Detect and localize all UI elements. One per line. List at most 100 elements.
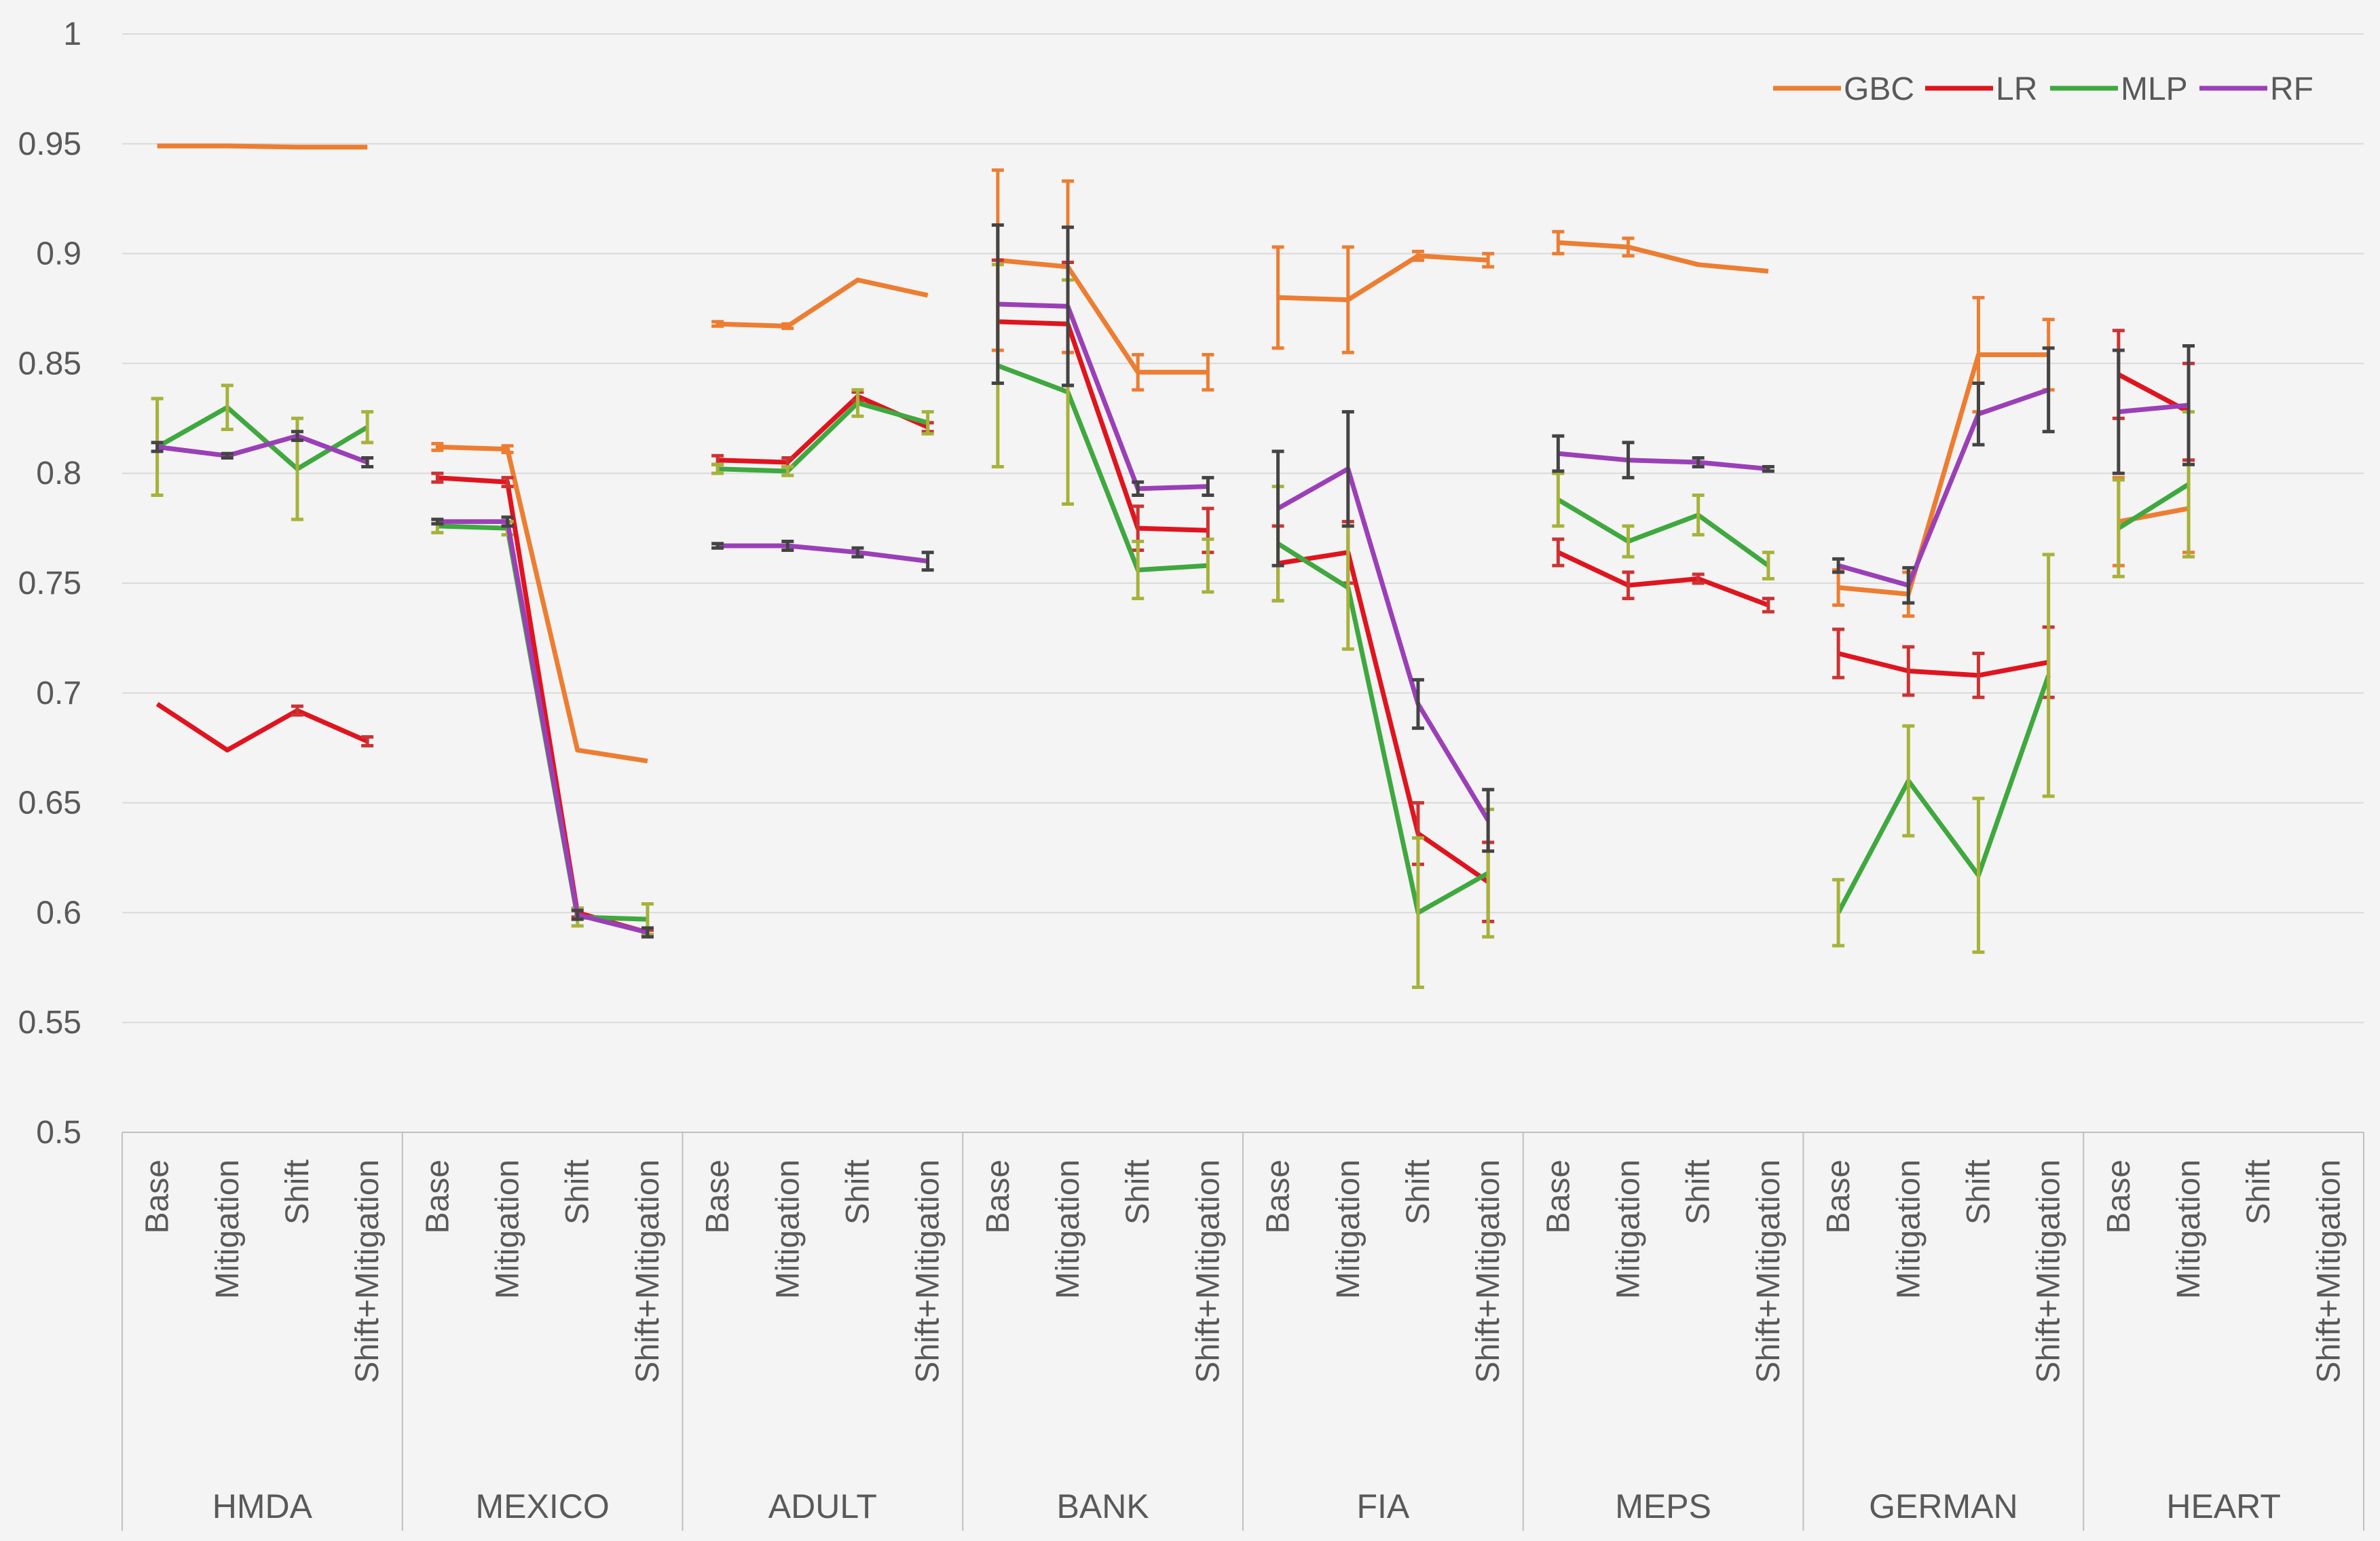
error-bar	[2112, 348, 2125, 475]
x-group-label: HMDA	[212, 1487, 313, 1525]
y-tick-label: 0.75	[18, 565, 81, 601]
error-bar	[1972, 796, 1985, 954]
series-line	[2118, 403, 2189, 415]
error-bar	[1341, 410, 1354, 528]
error-bar	[1832, 557, 1845, 574]
error-bar	[1202, 352, 1214, 392]
y-tick-label: 0.85	[18, 346, 81, 382]
error-bar	[1552, 471, 1565, 528]
legend-item: GBC	[1773, 71, 1914, 107]
series-line	[1838, 387, 2049, 588]
x-condition-label: Shift	[280, 1159, 316, 1225]
error-bar	[1271, 245, 1284, 350]
x-condition-label: Base	[2101, 1159, 2137, 1233]
x-condition-label: Shift+Mitigation	[1751, 1159, 1787, 1384]
x-condition-label: Base	[420, 1159, 455, 1233]
error-bar	[1832, 878, 1845, 948]
x-condition-label: Base	[140, 1159, 176, 1233]
series-line	[1557, 451, 1769, 472]
error-bar	[1692, 572, 1705, 585]
error-bar	[221, 451, 234, 460]
x-condition-label: Mitigation	[490, 1159, 526, 1299]
gridlines	[122, 33, 2364, 1133]
error-bar	[1622, 441, 1635, 480]
error-bar	[711, 320, 724, 328]
x-group-label: FIA	[1356, 1487, 1409, 1525]
series-gbc	[157, 143, 2195, 764]
error-bar	[1341, 245, 1354, 354]
y-tick-label: 0.5	[36, 1115, 81, 1151]
error-bar	[1411, 677, 1424, 730]
error-bar	[921, 410, 934, 436]
y-tick-label: 0.6	[36, 895, 81, 931]
error-bar	[361, 456, 374, 468]
y-tick-label: 0.65	[18, 785, 81, 821]
error-bar	[1482, 252, 1495, 269]
series-line	[1278, 253, 1489, 303]
series-line	[997, 319, 1208, 533]
x-condition-label: Shift	[2241, 1159, 2277, 1225]
series-line	[1557, 497, 1770, 568]
y-tick-label: 0.9	[36, 236, 81, 272]
error-bar	[781, 464, 794, 477]
x-group-label: HEART	[2166, 1487, 2281, 1525]
error-bar	[2042, 553, 2055, 798]
error-bar	[1972, 652, 1985, 699]
error-bar	[1902, 645, 1915, 697]
x-condition-label: Shift+Mitigation	[2031, 1159, 2067, 1384]
series-line	[717, 401, 929, 474]
x-condition-label: Base	[1821, 1159, 1857, 1233]
error-bar	[2042, 346, 2055, 434]
legend-label: LR	[1996, 71, 2037, 107]
error-bar	[571, 908, 584, 921]
x-group-label: MEPS	[1615, 1487, 1711, 1525]
y-tick-label: 0.95	[18, 126, 81, 162]
error-bar	[781, 540, 794, 552]
error-bar	[641, 926, 654, 939]
error-bar	[291, 430, 303, 443]
error-bar	[1622, 524, 1635, 559]
error-bar	[1692, 456, 1705, 468]
series-lines	[151, 143, 2195, 989]
error-bar	[1832, 627, 1845, 680]
error-bar	[361, 410, 374, 445]
error-bar	[851, 546, 864, 559]
x-condition-label: Base	[980, 1159, 1016, 1233]
series-mlp	[151, 263, 2195, 989]
error-bar	[1972, 382, 1985, 447]
series-line	[1276, 466, 1491, 822]
series-line	[2117, 482, 2190, 531]
error-bar	[501, 515, 514, 528]
error-bar	[851, 388, 864, 418]
y-tick-label: 0.55	[18, 1005, 81, 1041]
error-bar	[431, 442, 444, 452]
legend-label: RF	[2270, 71, 2313, 107]
legend-item: LR	[1925, 71, 2037, 107]
series-line	[1838, 651, 2049, 678]
error-bar	[711, 462, 724, 475]
x-group-label: GERMAN	[1869, 1487, 2018, 1525]
error-bar	[1902, 724, 1915, 838]
y-tick-label: 0.8	[36, 456, 81, 491]
error-bar	[1552, 537, 1565, 568]
x-condition-label: Shift+Mitigation	[630, 1159, 666, 1384]
series-line	[155, 702, 369, 753]
x-condition-label: Shift+Mitigation	[1470, 1159, 1506, 1384]
error-bar	[1062, 225, 1075, 388]
error-bar	[1202, 537, 1214, 594]
series-line	[157, 433, 369, 465]
error-bar	[1692, 494, 1705, 537]
series-line	[1276, 541, 1489, 915]
error-bar	[1132, 352, 1145, 392]
error-bar	[1552, 434, 1565, 473]
y-tick-label: 1	[63, 16, 81, 52]
error-bar	[1622, 236, 1635, 258]
x-condition-label: Shift+Mitigation	[2311, 1159, 2347, 1384]
x-condition-label: Base	[1261, 1159, 1297, 1233]
series-line	[157, 143, 368, 150]
legend-item: MLP	[2050, 71, 2188, 107]
series-line	[1557, 550, 1770, 608]
